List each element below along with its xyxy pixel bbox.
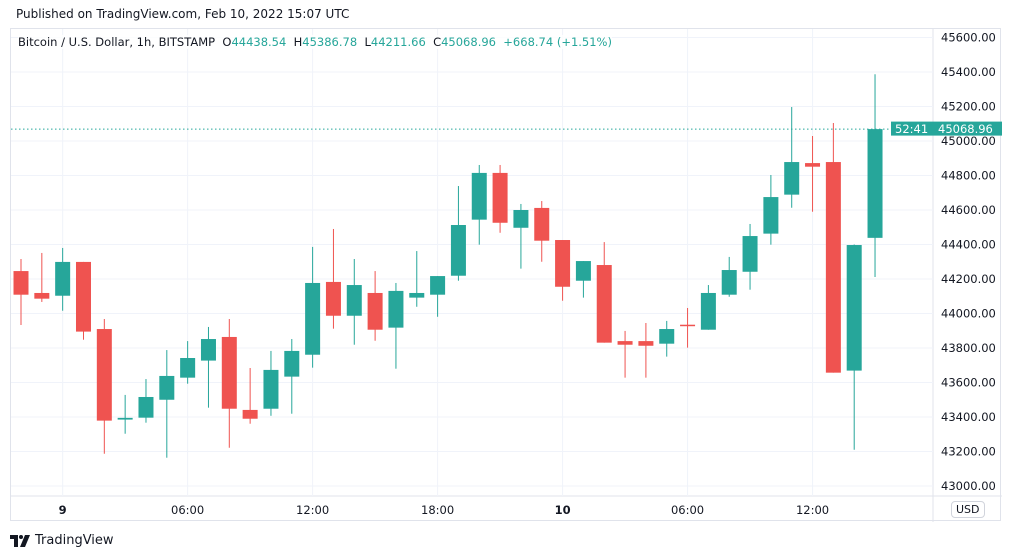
candlestick-chart[interactable]: 43000.00 43200.00 43400.00 43600.00 43800.00… bbox=[11, 29, 1002, 522]
ohlc-legend: Bitcoin / U.S. Dollar, 1h, BITSTAMP O444… bbox=[18, 35, 612, 49]
y-tick-label: 44000.00 bbox=[941, 307, 996, 321]
candle-body-down[interactable] bbox=[596, 265, 612, 343]
candle-body-up[interactable] bbox=[159, 375, 175, 400]
chart-frame: 43000.00 43200.00 43400.00 43600.00 43800.00… bbox=[10, 28, 1002, 522]
open-value: 44438.54 bbox=[231, 35, 287, 49]
x-tick-label: 06:00 bbox=[671, 503, 704, 517]
candle-body-down[interactable] bbox=[34, 292, 50, 299]
candle-body-up[interactable] bbox=[284, 350, 300, 377]
y-tick-label: 45400.00 bbox=[941, 65, 996, 79]
candle-body-down[interactable] bbox=[638, 341, 654, 346]
y-tick-label: 43600.00 bbox=[941, 376, 996, 390]
candle-body-down[interactable] bbox=[13, 271, 29, 295]
y-tick-label: 44200.00 bbox=[941, 272, 996, 286]
candle-body-up[interactable] bbox=[575, 261, 591, 281]
high-value: 45386.78 bbox=[302, 35, 358, 49]
y-tick-label: 43800.00 bbox=[941, 341, 996, 355]
candle-body-down[interactable] bbox=[617, 341, 633, 345]
candle-body-down[interactable] bbox=[805, 163, 821, 167]
candle-body-up[interactable] bbox=[138, 396, 154, 418]
candle-body-up[interactable] bbox=[763, 197, 779, 234]
footer-brand[interactable]: TradingView bbox=[10, 533, 114, 548]
candle-body-up[interactable] bbox=[867, 129, 883, 238]
candle-body-up[interactable] bbox=[659, 329, 675, 344]
candle-body-up[interactable] bbox=[513, 210, 529, 228]
candle-body-down[interactable] bbox=[325, 281, 341, 316]
candle-body-up[interactable] bbox=[721, 270, 737, 295]
candle-body-up[interactable] bbox=[471, 172, 487, 220]
published-caption: Published on TradingView.com, Feb 10, 20… bbox=[16, 7, 350, 21]
y-tick-label: 43400.00 bbox=[941, 410, 996, 424]
candle-body-up[interactable] bbox=[742, 236, 758, 272]
symbol-title[interactable]: Bitcoin / U.S. Dollar, 1h, BITSTAMP bbox=[18, 35, 216, 49]
candle-body-down[interactable] bbox=[555, 240, 571, 287]
y-tick-label: 45000.00 bbox=[941, 134, 996, 148]
candle-body-up[interactable] bbox=[305, 282, 321, 355]
x-tick-label: 10 bbox=[555, 503, 571, 517]
candle-body-down[interactable] bbox=[221, 336, 237, 409]
candle-body-up[interactable] bbox=[346, 285, 362, 316]
tradingview-logo-icon bbox=[10, 534, 30, 547]
candle-body-up[interactable] bbox=[55, 261, 71, 296]
candle-body-down[interactable] bbox=[825, 162, 841, 373]
currency-badge[interactable]: USD bbox=[951, 501, 985, 518]
last-price-value: 45068.96 bbox=[938, 122, 993, 136]
change-value: +668.74 (+1.51%) bbox=[503, 35, 612, 49]
x-tick-label: 06:00 bbox=[171, 503, 204, 517]
bar-countdown: 52:41 bbox=[895, 122, 928, 136]
candle-body-up[interactable] bbox=[784, 162, 800, 195]
y-tick-label: 45200.00 bbox=[941, 100, 996, 114]
candle-body-down[interactable] bbox=[367, 292, 383, 330]
last-price-badge bbox=[891, 121, 1002, 136]
y-tick-label: 43200.00 bbox=[941, 445, 996, 459]
y-tick-label: 44600.00 bbox=[941, 203, 996, 217]
candle-body-up[interactable] bbox=[430, 276, 446, 295]
candle-body-up[interactable] bbox=[200, 339, 216, 361]
candle-body-up[interactable] bbox=[846, 245, 862, 371]
candle-body-up[interactable] bbox=[263, 369, 279, 409]
candle-body-up[interactable] bbox=[388, 290, 404, 328]
candle-body-up[interactable] bbox=[117, 417, 133, 420]
high-label: H bbox=[293, 35, 303, 49]
x-tick-label: 18:00 bbox=[421, 503, 454, 517]
candle-body-down[interactable] bbox=[534, 207, 550, 241]
open-label: O bbox=[222, 35, 232, 49]
candle-body-down[interactable] bbox=[242, 409, 258, 419]
candle-body-down[interactable] bbox=[96, 329, 112, 421]
brand-name: TradingView bbox=[35, 533, 114, 548]
candle-body-down[interactable] bbox=[680, 324, 696, 327]
x-tick-label: 12:00 bbox=[296, 503, 329, 517]
candle-body-down[interactable] bbox=[492, 172, 508, 223]
candle-body-up[interactable] bbox=[700, 292, 716, 330]
x-tick-label: 12:00 bbox=[796, 503, 829, 517]
y-tick-label: 43000.00 bbox=[941, 479, 996, 493]
low-value: 44211.66 bbox=[370, 35, 426, 49]
candle-body-up[interactable] bbox=[450, 225, 466, 276]
candle-body-down[interactable] bbox=[75, 261, 91, 332]
low-label: L bbox=[364, 35, 371, 49]
candle-body-up[interactable] bbox=[409, 292, 425, 298]
y-tick-label: 45600.00 bbox=[941, 31, 996, 45]
y-tick-label: 44800.00 bbox=[941, 169, 996, 183]
candle-body-up[interactable] bbox=[180, 358, 196, 378]
close-label: C bbox=[433, 35, 442, 49]
close-value: 45068.96 bbox=[441, 35, 496, 49]
x-tick-label: 9 bbox=[59, 503, 67, 517]
y-tick-label: 44400.00 bbox=[941, 238, 996, 252]
